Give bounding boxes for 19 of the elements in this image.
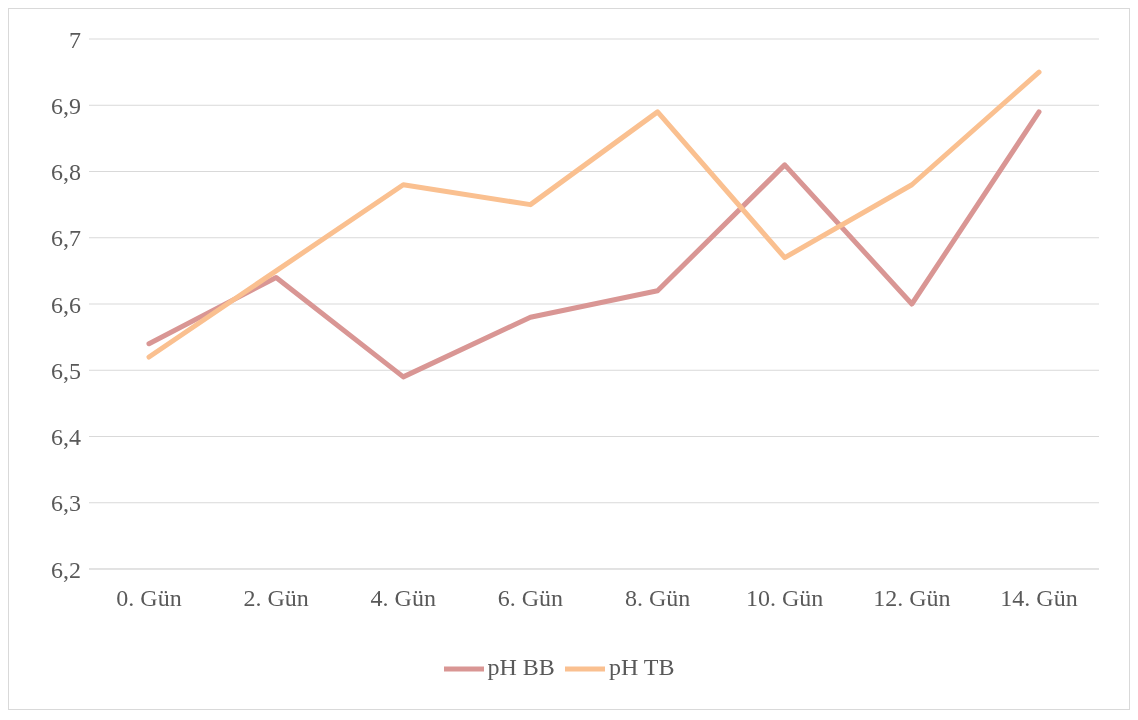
legend-label: pH BB xyxy=(487,653,555,680)
y-tick-label: 6,5 xyxy=(51,357,81,384)
y-tick-label: 6,7 xyxy=(51,225,81,252)
y-tick-label: 6,3 xyxy=(51,490,81,517)
x-tick-label: 12. Gün xyxy=(873,585,951,612)
x-tick-label: 4. Gün xyxy=(370,585,436,612)
y-tick-label: 6,4 xyxy=(51,424,81,451)
x-tick-label: 14. Gün xyxy=(1000,585,1078,612)
legend-label: pH TB xyxy=(608,653,675,680)
y-tick-label: 6,9 xyxy=(51,92,81,119)
y-tick-label: 6,2 xyxy=(51,556,81,583)
x-tick-label: 2. Gün xyxy=(243,585,309,612)
x-tick-label: 10. Gün xyxy=(746,585,824,612)
y-tick-label: 7 xyxy=(69,26,81,53)
x-tick-label: 8. Gün xyxy=(624,585,691,612)
x-tick-label: 0. Gün xyxy=(116,585,182,612)
x-tick-label: 6. Gün xyxy=(497,585,564,612)
y-tick-label: 6,6 xyxy=(51,291,81,318)
y-tick-label: 6,8 xyxy=(51,159,81,186)
